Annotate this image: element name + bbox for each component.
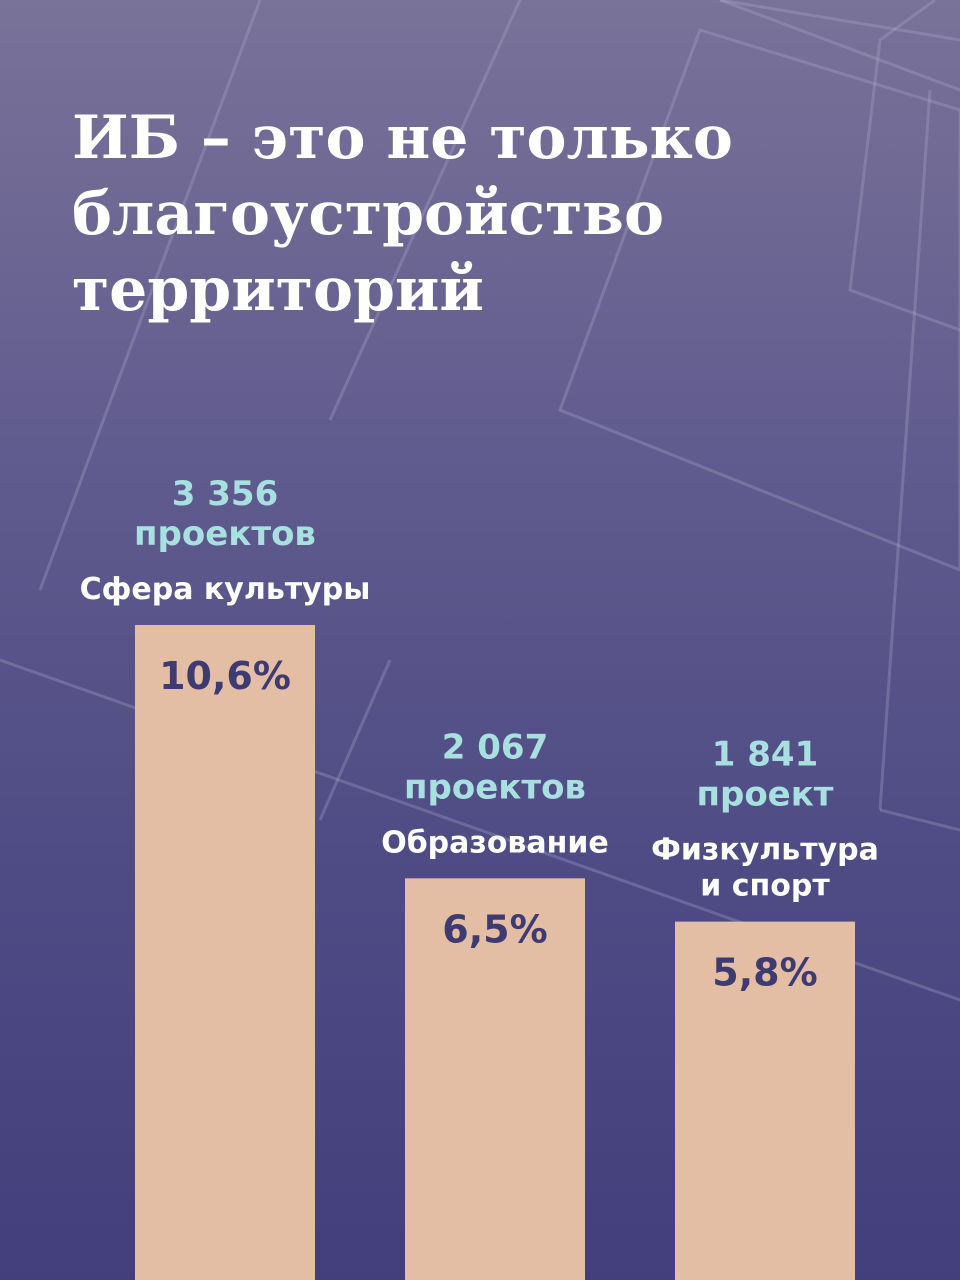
bar-1 [135,625,315,1280]
project-count-label: проектов [134,514,316,554]
project-count-label: проект [696,775,833,815]
project-count-label: 2 067 [442,727,548,767]
project-count-label: 3 356 [172,474,278,514]
project-count-label: проектов [404,767,586,807]
title-line: ИБ – это не только [72,103,733,173]
title-line: территорий [72,255,484,325]
category-label: Физкультура [651,833,879,868]
bar-value-label: 5,8% [712,951,817,995]
bar-value-label: 6,5% [442,907,547,951]
category-label: Сфера культуры [80,572,371,607]
bar-2 [405,878,585,1280]
project-count-label: 1 841 [712,735,818,775]
page-title: ИБ – это не только благоустройство терри… [72,100,892,328]
bar-3 [675,921,855,1280]
title-line: благоустройство [72,179,665,249]
bar-value-label: 10,6% [159,654,291,698]
category-label: и спорт [700,869,830,904]
category-label: Образование [381,825,609,860]
